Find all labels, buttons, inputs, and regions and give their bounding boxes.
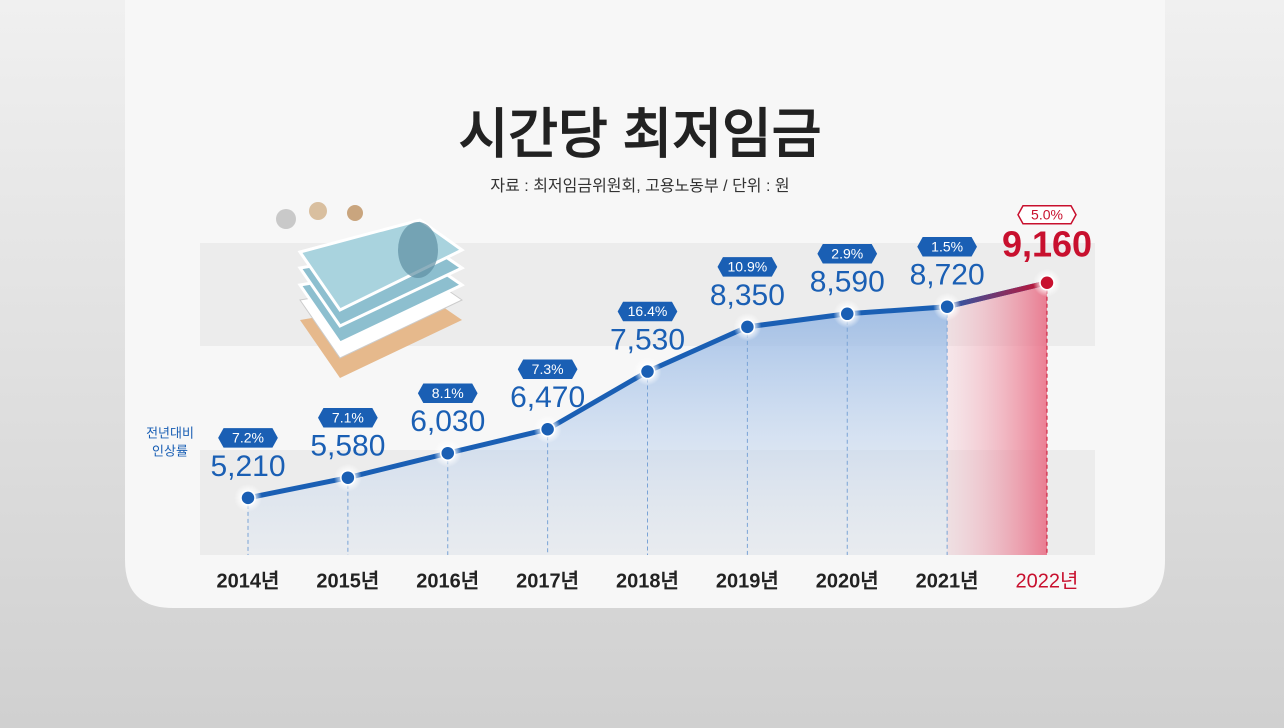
x-tick-label: 2017년 xyxy=(516,569,579,592)
data-point xyxy=(739,319,756,335)
side-label: 인상률 xyxy=(152,443,188,458)
change-label: 10.9% xyxy=(728,259,768,275)
value-label: 5,210 xyxy=(210,450,285,483)
chart-subtitle: 자료 : 최저임금위원회, 고용노동부 / 단위 : 원 xyxy=(490,177,789,195)
x-tick-label: 2018년 xyxy=(616,569,679,592)
value-label: 9,160 xyxy=(1002,223,1092,264)
data-point xyxy=(340,469,356,486)
area-fill xyxy=(248,306,948,555)
x-tick-label: 2019년 xyxy=(716,569,779,592)
change-badge xyxy=(617,301,678,322)
data-point xyxy=(240,490,256,506)
change-label: 8.1% xyxy=(432,385,464,401)
change-label: 2.9% xyxy=(831,245,863,261)
x-tick-label: 2014년 xyxy=(217,569,280,592)
x-tick-label: 2022년 xyxy=(1016,569,1079,592)
change-badge xyxy=(917,236,977,257)
change-label: 7.2% xyxy=(232,430,264,446)
x-tick-label: 2021년 xyxy=(916,569,979,592)
value-label: 8,720 xyxy=(910,259,985,292)
data-point xyxy=(1039,274,1055,291)
data-point xyxy=(639,363,656,380)
value-label: 7,530 xyxy=(610,323,685,356)
change-label: 16.4% xyxy=(628,303,668,319)
change-label: 7.3% xyxy=(532,361,564,377)
change-label: 5.0% xyxy=(1031,206,1063,222)
area-fill-highlight xyxy=(947,282,1047,555)
data-point xyxy=(939,298,955,315)
money-illustration xyxy=(276,202,465,378)
chart-title: 시간당 최저임금 xyxy=(459,104,822,164)
x-tick-label: 2016년 xyxy=(416,569,479,592)
value-label: 5,580 xyxy=(310,430,385,463)
x-tick-label: 2020년 xyxy=(816,569,879,592)
value-label: 6,470 xyxy=(510,381,585,414)
data-point xyxy=(440,445,456,461)
data-line-highlight xyxy=(946,280,1048,310)
data-point xyxy=(839,306,855,322)
change-badge xyxy=(318,407,378,428)
change-label: 1.5% xyxy=(931,238,963,254)
data-point xyxy=(539,421,556,437)
change-badge xyxy=(517,359,578,379)
change-badge xyxy=(817,244,878,264)
value-label: 8,590 xyxy=(810,266,885,299)
change-badge xyxy=(1017,204,1077,225)
value-label: 8,350 xyxy=(710,279,785,312)
change-label: 7.1% xyxy=(332,409,364,425)
side-label: 전년대비 xyxy=(146,425,194,440)
change-badge xyxy=(417,383,478,403)
x-tick-label: 2015년 xyxy=(316,569,379,592)
change-badge xyxy=(218,428,278,448)
value-label: 6,030 xyxy=(410,405,485,438)
change-badge xyxy=(717,257,778,277)
